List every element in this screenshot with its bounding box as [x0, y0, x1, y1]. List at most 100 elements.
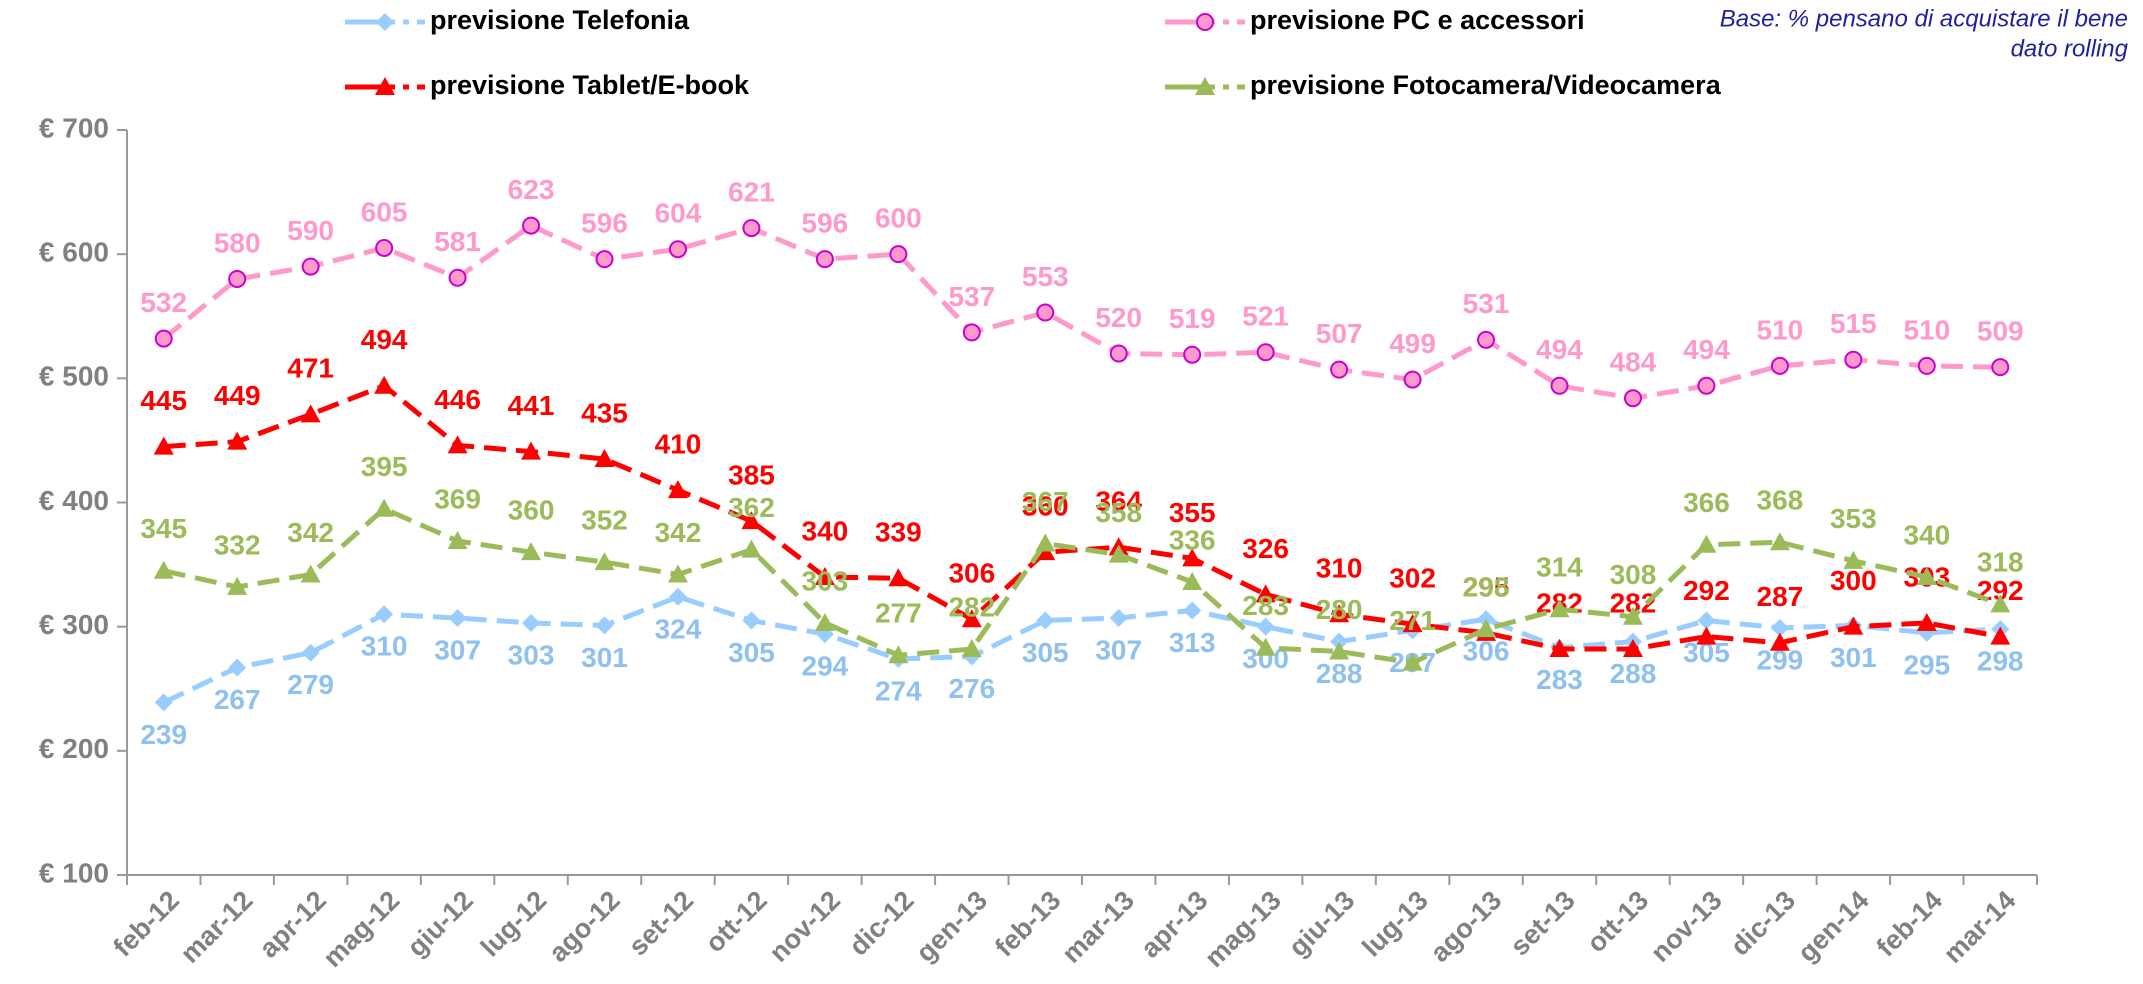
data-label: 441 [508, 390, 555, 421]
data-point [448, 268, 467, 287]
data-point [594, 552, 615, 571]
data-point [1991, 358, 2010, 377]
data-point [742, 219, 761, 238]
x-tick-label: lug-13 [1356, 885, 1433, 962]
data-point [1256, 343, 1275, 362]
data-label: 355 [1169, 497, 1216, 528]
data-label: 280 [1316, 594, 1363, 625]
data-point [375, 238, 394, 257]
y-tick-label: € 700 [39, 112, 109, 143]
data-label: 342 [655, 517, 702, 548]
y-tick-label: € 500 [39, 361, 109, 392]
data-point [888, 645, 909, 664]
data-label: 366 [1683, 487, 1730, 518]
data-point [594, 449, 615, 468]
x-tick-label: feb-14 [1871, 885, 1948, 962]
data-point [815, 250, 834, 269]
data-label: 531 [1463, 288, 1510, 319]
data-label: 600 [875, 203, 922, 234]
data-label: 507 [1316, 318, 1363, 349]
data-label: 274 [875, 675, 922, 706]
data-label: 445 [140, 385, 187, 416]
data-label: 288 [1610, 658, 1657, 689]
x-tick-label: feb-12 [108, 885, 185, 962]
data-point [1256, 617, 1275, 636]
data-point [522, 613, 541, 632]
x-tick-label: dic-12 [843, 885, 919, 961]
data-point [595, 250, 614, 269]
data-point [301, 643, 320, 662]
data-label: 267 [214, 684, 261, 715]
data-point [889, 245, 908, 264]
data-label: 305 [1022, 637, 1069, 668]
data-point [375, 605, 394, 624]
data-label: 521 [1242, 301, 1289, 332]
data-point [667, 480, 688, 499]
data-label: 298 [1463, 572, 1510, 603]
data-label: 339 [875, 517, 922, 548]
data-label: 303 [802, 565, 849, 596]
data-point [962, 323, 981, 342]
x-tick-label: nov-13 [1645, 885, 1728, 968]
data-label: 510 [1903, 314, 1950, 345]
x-tick-label: giu-13 [1283, 885, 1360, 962]
data-point [153, 436, 174, 455]
x-tick-label: giu-12 [401, 885, 478, 962]
note: Base: % pensano di acquistare il bene [1720, 5, 2128, 32]
data-label: 590 [287, 215, 334, 246]
data-label: 288 [1316, 658, 1363, 689]
data-label: 276 [948, 673, 995, 704]
data-label: 310 [1316, 553, 1363, 584]
data-label: 358 [1095, 497, 1142, 528]
data-point [1108, 544, 1129, 563]
data-label: 581 [434, 226, 481, 257]
data-label: 301 [1830, 642, 1877, 673]
legend-marker [376, 13, 394, 31]
x-tick-label: lug-12 [475, 885, 552, 962]
data-point [300, 404, 321, 423]
data-point [447, 530, 468, 549]
data-point [153, 560, 174, 579]
data-point [227, 431, 248, 450]
data-label: 307 [434, 634, 481, 665]
data-label: 367 [1022, 486, 1069, 517]
data-label: 308 [1610, 559, 1657, 590]
data-point [1844, 350, 1863, 369]
data-point [1990, 594, 2011, 613]
legend-label: previsione Tablet/E-book [430, 70, 750, 100]
data-label: 553 [1022, 261, 1069, 292]
data-label: 471 [287, 353, 334, 384]
data-point [1183, 345, 1202, 364]
data-point [1403, 370, 1422, 389]
data-point [1770, 618, 1789, 637]
data-label: 446 [434, 384, 481, 415]
data-label: 605 [361, 196, 408, 227]
data-label: 494 [361, 324, 408, 355]
data-label: 239 [140, 719, 187, 750]
data-label: 494 [1536, 334, 1583, 365]
data-label: 324 [655, 613, 702, 644]
data-label: 310 [361, 631, 408, 662]
data-label: 302 [1389, 563, 1436, 594]
y-tick-label: € 600 [39, 237, 109, 268]
data-label: 295 [1463, 571, 1510, 602]
data-point [228, 658, 247, 677]
x-tick-label: nov-12 [763, 885, 846, 968]
data-point [1622, 639, 1643, 658]
data-label: 484 [1610, 347, 1657, 378]
data-point [448, 608, 467, 627]
legend-marker [1196, 13, 1214, 31]
legend-label: previsione Fotocamera/Videocamera [1250, 70, 1722, 100]
data-point [1623, 389, 1642, 408]
data-label: 520 [1095, 302, 1142, 333]
x-tick-label: mar-12 [175, 885, 259, 969]
data-label: 369 [434, 483, 481, 514]
data-point [1622, 606, 1643, 625]
data-label: 283 [1242, 590, 1289, 621]
x-tick-label: mag-12 [317, 885, 405, 973]
data-label: 271 [1389, 605, 1436, 636]
data-label: 336 [1169, 524, 1216, 555]
data-point [667, 564, 688, 583]
data-point [741, 511, 762, 530]
